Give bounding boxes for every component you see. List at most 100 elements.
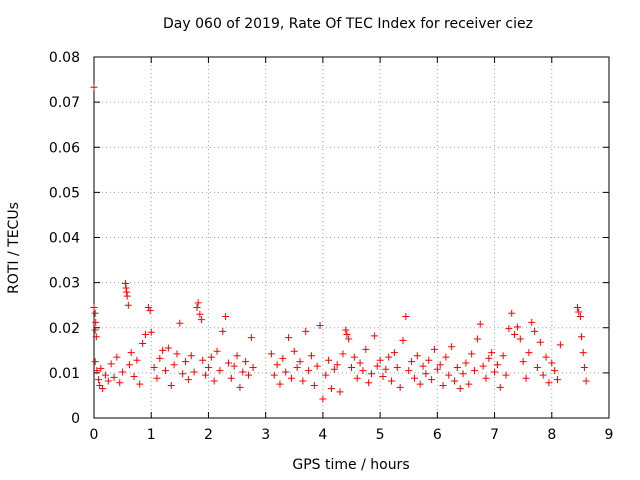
data-point — [124, 301, 132, 309]
data-point — [528, 318, 536, 326]
data-point — [91, 326, 99, 334]
data-point — [267, 350, 275, 358]
data-point — [410, 374, 418, 382]
data-point — [96, 382, 104, 390]
data-point — [130, 372, 138, 380]
grid-lines — [94, 57, 609, 418]
data-point — [119, 368, 127, 376]
data-point — [313, 362, 321, 370]
data-point — [491, 368, 499, 376]
data-point — [146, 307, 154, 315]
data-point — [525, 349, 533, 357]
data-point — [293, 363, 301, 371]
data-point — [482, 374, 490, 382]
data-point — [413, 352, 421, 360]
data-point — [142, 331, 149, 339]
x-tick-label: 8 — [547, 427, 556, 443]
y-tick-label: 0.08 — [49, 50, 80, 66]
data-point — [233, 352, 241, 360]
data-point — [316, 321, 324, 329]
data-point — [471, 367, 479, 375]
data-point — [416, 380, 424, 388]
x-tick-label: 9 — [605, 427, 614, 443]
data-point — [448, 343, 456, 351]
data-point — [139, 340, 147, 348]
data-point — [150, 363, 158, 371]
data-point — [245, 371, 252, 379]
data-point — [207, 353, 215, 361]
data-point — [425, 356, 433, 364]
x-tick-label: 1 — [147, 427, 156, 443]
data-point — [353, 374, 361, 382]
data-point — [433, 365, 441, 373]
data-point — [276, 380, 284, 388]
data-point — [290, 347, 298, 355]
data-point — [182, 358, 190, 366]
data-point — [133, 356, 141, 364]
data-point — [164, 344, 172, 352]
data-point — [419, 362, 427, 370]
data-point — [230, 362, 238, 370]
data-point — [533, 363, 541, 371]
data-point — [554, 376, 561, 384]
data-point — [173, 350, 181, 358]
y-axis-label: ROTI / TECUs — [6, 202, 22, 294]
data-point — [336, 388, 344, 396]
data-point — [576, 312, 584, 320]
data-point — [465, 380, 473, 388]
data-point — [536, 338, 544, 346]
data-point — [196, 310, 204, 318]
data-point — [582, 377, 590, 385]
data-point — [92, 318, 100, 326]
data-point — [187, 352, 195, 360]
data-point — [194, 299, 202, 307]
data-point — [345, 335, 353, 343]
data-point — [493, 361, 501, 369]
data-point — [488, 349, 496, 357]
data-point — [202, 371, 210, 379]
data-point — [339, 350, 347, 358]
y-tick-label: 0.01 — [49, 366, 80, 382]
data-point — [307, 352, 315, 360]
x-tick-label: 4 — [318, 427, 327, 443]
data-point — [222, 312, 230, 320]
data-point — [548, 359, 556, 367]
data-point — [531, 327, 539, 335]
data-point — [101, 371, 109, 379]
data-point — [580, 363, 588, 371]
data-point — [91, 358, 99, 366]
data-point — [179, 370, 187, 378]
data-point — [93, 367, 101, 375]
data-point — [193, 303, 201, 311]
y-tick-label: 0.05 — [49, 185, 80, 201]
data-point — [439, 382, 447, 390]
data-point — [428, 376, 436, 384]
axis-ticks: 0 1 2 3 4 5 6 7 8 9 0 0.01 0.02 0.03 0.04 0.05 0.06 0.07 0… — [49, 50, 614, 443]
data-point — [122, 284, 130, 292]
x-tick-label: 7 — [490, 427, 499, 443]
data-point — [542, 353, 550, 361]
data-point — [379, 372, 387, 380]
data-point — [505, 325, 513, 333]
data-point — [99, 385, 107, 393]
data-point — [279, 354, 287, 362]
data-point — [282, 368, 290, 376]
x-axis-label: GPS time / hours — [292, 457, 410, 473]
data-point — [125, 361, 133, 369]
data-point — [167, 382, 175, 390]
data-point — [170, 361, 178, 369]
data-point — [97, 364, 105, 372]
y-tick-label: 0.06 — [49, 140, 80, 156]
data-point — [342, 326, 350, 334]
data-point — [350, 353, 358, 361]
data-point — [574, 303, 582, 311]
data-point — [396, 383, 404, 391]
data-point — [496, 383, 504, 391]
data-point — [516, 335, 524, 343]
data-point — [459, 370, 467, 378]
data-point — [499, 352, 507, 360]
data-point — [302, 327, 310, 335]
data-point — [376, 356, 384, 364]
y-tick-label: 0 — [71, 411, 80, 427]
